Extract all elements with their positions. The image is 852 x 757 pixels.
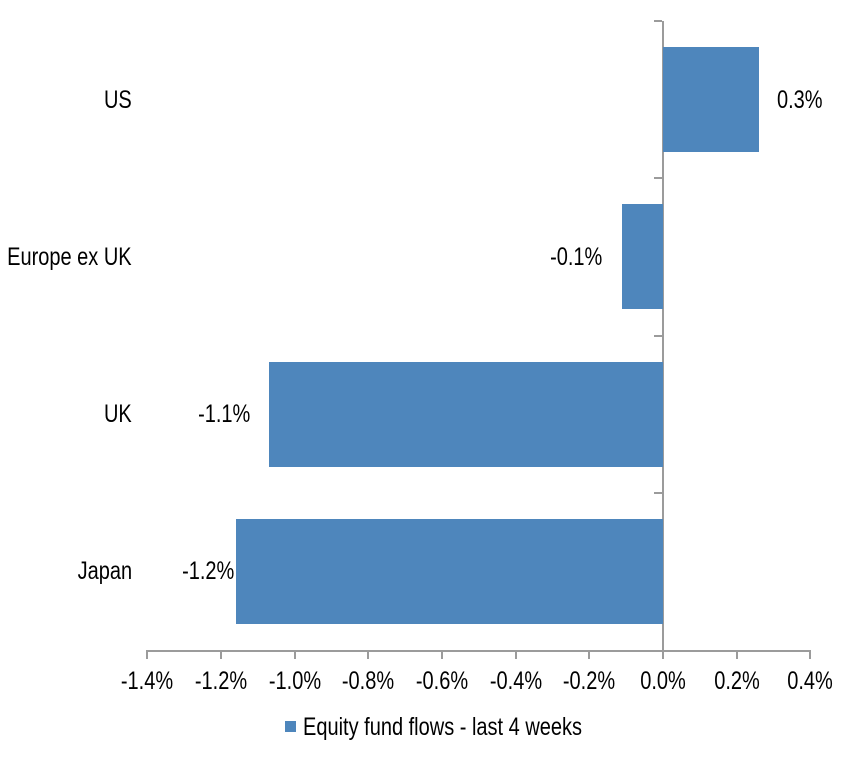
legend-marker-icon [285, 721, 296, 732]
y-axis-tick [654, 20, 662, 22]
x-axis-tick [367, 650, 370, 659]
x-tick-label: 0.4% [787, 667, 834, 695]
x-tick-label: -0.4% [489, 667, 542, 695]
x-axis-tick [588, 650, 591, 659]
x-axis-line [146, 650, 812, 652]
x-axis-tick [809, 650, 812, 659]
y-axis-tick [654, 334, 662, 337]
x-tick-label: 0.0% [640, 667, 686, 695]
y-axis-tick [654, 491, 662, 494]
bar-us [663, 47, 759, 153]
data-label-us: 0.3% [776, 85, 823, 114]
x-tick-label: -0.6% [415, 667, 469, 695]
category-label-europe-ex-uk: Europe ex UK [7, 242, 132, 271]
bar-europe-ex-uk [622, 204, 663, 310]
x-axis-tick [293, 650, 296, 659]
category-label-uk: UK [104, 400, 132, 429]
data-label-europe-ex-uk: -0.1% [550, 242, 603, 271]
x-tick-label: -0.8% [342, 667, 395, 695]
x-axis-tick [440, 650, 443, 659]
x-axis-tick [735, 650, 738, 659]
x-axis-tick [146, 650, 149, 659]
x-tick-label: -1.0% [268, 667, 321, 695]
bar-japan [235, 518, 663, 624]
y-axis-tick [654, 177, 662, 180]
data-label-uk: -1.1% [198, 400, 251, 429]
x-axis-tick [514, 650, 517, 659]
x-tick-label: -1.2% [194, 667, 247, 695]
data-label-japan: -1.2% [182, 557, 235, 586]
x-tick-label: -0.2% [563, 667, 616, 695]
zero-axis-line [662, 21, 664, 659]
bar-uk [268, 361, 663, 467]
x-axis-tick [219, 650, 222, 659]
category-label-us: US [104, 85, 132, 114]
x-tick-label: -1.4% [120, 667, 174, 695]
category-label-japan: Japan [77, 557, 133, 586]
x-tick-label: 0.2% [713, 667, 760, 695]
legend-label: Equity fund flows - last 4 weeks [303, 713, 583, 741]
